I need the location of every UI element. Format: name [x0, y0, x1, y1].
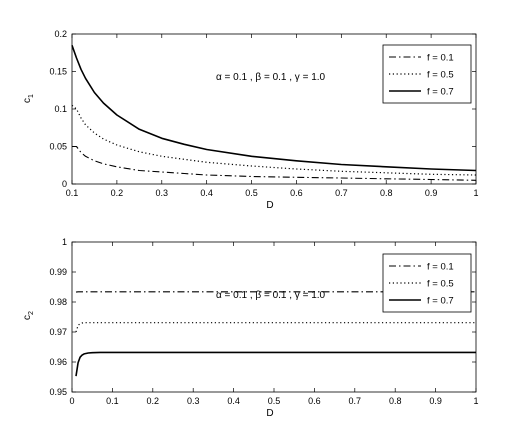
x-tick-label: 0 [69, 396, 74, 406]
legend-label: f = 0.5 [427, 279, 454, 290]
y-tick-label: 0.97 [49, 327, 67, 337]
x-tick-label: 0.8 [389, 396, 402, 406]
x-tick-label: 1 [473, 396, 478, 406]
x-axis-label: D [266, 200, 273, 211]
x-tick-label: 0.6 [308, 396, 321, 406]
legend-label: f = 0.7 [427, 296, 454, 307]
x-tick-label: 0.2 [147, 396, 160, 406]
x-tick-label: 0.9 [425, 188, 438, 198]
y-tick-label: 1 [62, 237, 67, 247]
series-line-1 [72, 145, 477, 181]
y-tick-label: 0.99 [49, 267, 67, 277]
legend-label: f = 0.5 [427, 70, 454, 81]
series-line-3 [71, 45, 477, 172]
y-tick-label: 0.05 [49, 142, 67, 152]
x-tick-label: 0.3 [156, 188, 169, 198]
chart-panel-2: 0 0.1 0.2 0.3 0.4 0.5 0.6 0.7 0.8 0.9 1 0.95 0.96 0.9… [22, 237, 479, 419]
y-tick-label: 0.96 [49, 357, 67, 367]
y-tick-label: 0.98 [49, 297, 67, 307]
y-tick-label: 0 [62, 179, 67, 189]
x-tick-label: 0.7 [349, 396, 362, 406]
x-tick-label: 0.6 [290, 188, 303, 198]
legend: f = 0.1 f = 0.5 f = 0.7 [382, 253, 472, 313]
parameter-annotation: α = 0.1 , β = 0.1 , γ = 1.0 [216, 72, 326, 83]
x-tick-label: 0.1 [106, 396, 119, 406]
y-axis-label: c2 [22, 311, 35, 320]
x-tick-label: 1 [473, 188, 478, 198]
chart-panel-1: 0.1 0.2 0.3 0.4 0.5 0.6 0.7 0.8 0.9 1 0 0.05 0.1 0.15… [22, 29, 479, 211]
legend-label: f = 0.1 [427, 262, 454, 273]
legend: f = 0.1 f = 0.5 f = 0.7 [382, 44, 472, 104]
parameter-annotation: α = 0.1 , β = 0.1 , γ = 1.0 [216, 290, 326, 301]
series-line-3 [75, 351, 476, 377]
x-tick-label: 0.4 [227, 396, 240, 406]
x-tick-label: 0.8 [380, 188, 393, 198]
x-tick-label: 0.3 [187, 396, 200, 406]
x-tick-label: 0.2 [111, 188, 124, 198]
y-tick-label: 0.1 [54, 104, 67, 114]
x-tick-label: 0.5 [245, 188, 258, 198]
x-tick-label: 0.9 [429, 396, 442, 406]
legend-label: f = 0.1 [427, 53, 454, 64]
x-tick-label: 0.1 [66, 188, 79, 198]
series-line-2 [71, 104, 477, 176]
x-axis-label: D [266, 408, 273, 419]
y-tick-label: 0.95 [49, 387, 67, 397]
series-line-2 [75, 322, 476, 333]
legend-label: f = 0.7 [427, 87, 454, 98]
y-axis-label: c1 [22, 94, 35, 103]
x-tick-label: 0.5 [268, 396, 281, 406]
y-tick-label: 0.2 [54, 29, 67, 39]
x-tick-label: 0.4 [200, 188, 213, 198]
x-tick-label: 0.7 [335, 188, 348, 198]
y-tick-label: 0.15 [49, 67, 67, 77]
